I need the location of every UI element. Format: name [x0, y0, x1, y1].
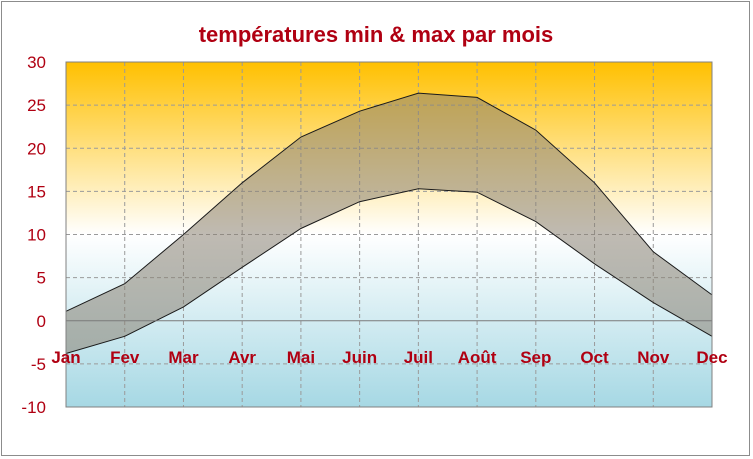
x-tick-label: Juin — [342, 348, 377, 367]
x-tick-label: Nov — [637, 348, 670, 367]
y-tick-label: 5 — [37, 269, 46, 288]
x-axis-ticks: Jan Fev Mar Avr Mai Juin Juil Août Sep Oct Nov Dec — [51, 348, 727, 367]
y-tick-label: 25 — [27, 96, 46, 115]
y-tick-label: 10 — [27, 226, 46, 245]
x-tick-label: Jan — [51, 348, 80, 367]
band-area — [66, 93, 712, 354]
y-tick-label: 0 — [37, 312, 46, 331]
temperature-band — [65, 92, 713, 354]
chart-title: températures min & max par mois — [199, 22, 554, 47]
x-tick-label: Mai — [287, 348, 315, 367]
y-tick-label: -10 — [21, 398, 46, 417]
x-tick-label: Sep — [520, 348, 551, 367]
y-tick-label: 20 — [27, 139, 46, 158]
x-tick-label: Dec — [696, 348, 727, 367]
x-tick-label: Juil — [404, 348, 433, 367]
max-line — [65, 92, 713, 312]
x-tick-label: Fev — [110, 348, 140, 367]
min-line — [65, 188, 713, 354]
y-tick-label: -5 — [31, 355, 46, 374]
axes — [65, 61, 713, 408]
y-tick-label: 30 — [27, 53, 46, 72]
plot-border — [65, 61, 713, 408]
y-tick-label: 15 — [27, 182, 46, 201]
x-tick-label: Août — [458, 348, 497, 367]
x-tick-label: Mar — [168, 348, 199, 367]
y-axis-ticks: 30 25 20 15 10 5 0 -5 -10 — [21, 53, 46, 417]
x-tick-label: Avr — [228, 348, 256, 367]
x-tick-label: Oct — [580, 348, 609, 367]
